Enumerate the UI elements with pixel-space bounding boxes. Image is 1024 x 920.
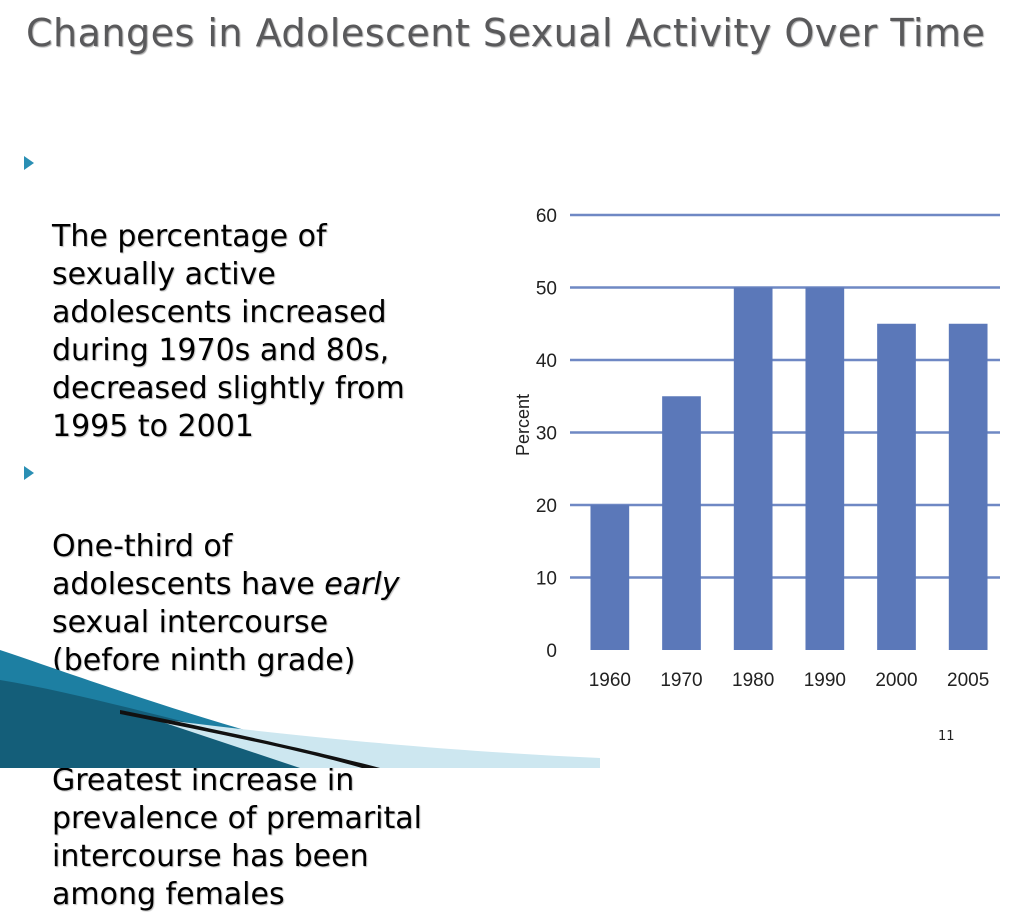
y-tick-label: 10: [536, 569, 557, 590]
bar: [948, 323, 988, 650]
bar: [805, 287, 845, 650]
x-tick-label: 2005: [947, 670, 989, 691]
y-tick-label: 40: [536, 351, 557, 372]
bullet-arrow-icon: [24, 156, 34, 170]
y-tick-label: 60: [536, 206, 557, 227]
bullet-text: One-third of adolescents have: [52, 529, 315, 602]
bullet-text: sexual intercourse (before ninth grade): [52, 605, 356, 678]
bar: [877, 323, 916, 650]
y-tick-label: 0: [546, 641, 557, 662]
y-tick-label: 30: [536, 424, 557, 445]
page-number: 11: [938, 729, 955, 744]
bar: [733, 287, 773, 650]
bullet-item: One-third of adolescents have early sexu…: [22, 452, 522, 680]
y-tick-label: 50: [536, 279, 557, 300]
bullet-arrow-icon: [24, 466, 34, 480]
bullet-text: Greatest increase in prevalence of prema…: [52, 763, 422, 912]
bullet-list: The percentage of sexually active adoles…: [22, 142, 522, 920]
x-tick-label: 1960: [589, 670, 631, 691]
x-tick-label: 1980: [732, 670, 774, 691]
slide-title: Changes in Adolescent Sexual Activity Ov…: [26, 11, 986, 55]
x-tick-label: 2000: [875, 670, 917, 691]
bar: [662, 396, 701, 650]
bullet-emphasis: early: [324, 567, 400, 602]
bar-chart: Percent 0 10 20 30 40 50 60 1960 1970 1980 1990 200…: [513, 206, 1000, 691]
bullet-text: The percentage of sexually active adoles…: [52, 219, 405, 444]
x-tick-label: 1970: [660, 670, 702, 691]
bar: [590, 505, 630, 650]
y-axis-label: Percent: [513, 394, 533, 456]
decorative-swoosh: [0, 650, 600, 768]
x-tick-label: 1990: [804, 670, 846, 691]
y-tick-label: 20: [536, 496, 557, 517]
bullet-item: The percentage of sexually active adoles…: [22, 142, 522, 446]
